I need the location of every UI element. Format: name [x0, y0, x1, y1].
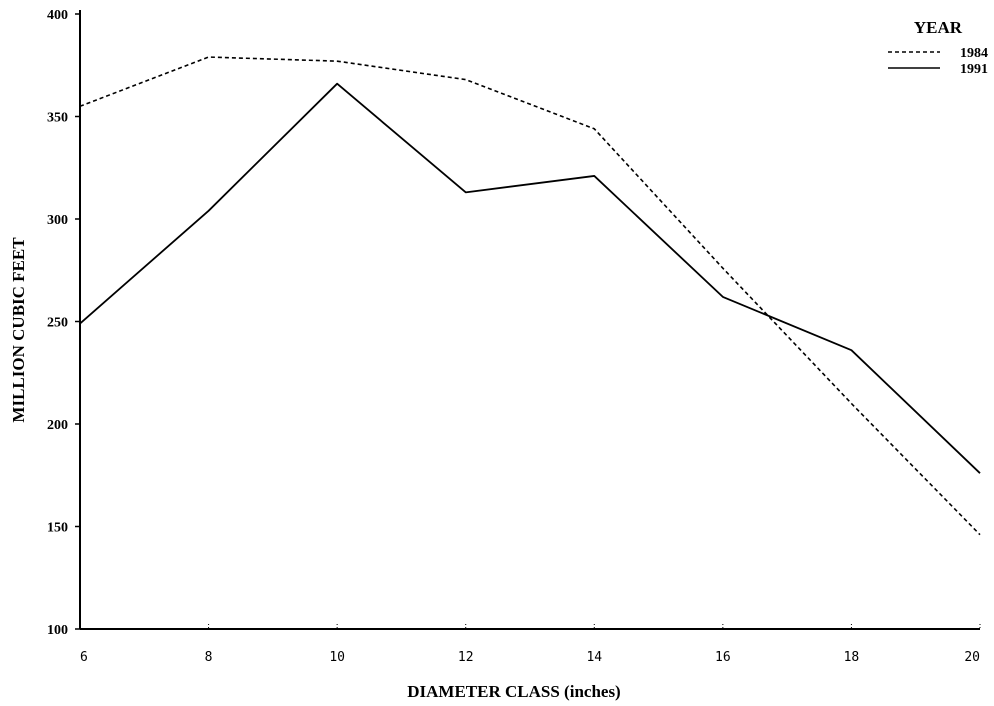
y-tick-label: 300 [47, 213, 68, 228]
series-lines [79, 56, 981, 536]
x-tick-label: 8 [205, 650, 213, 665]
y-tick-label: 350 [47, 111, 68, 126]
x-tick-label: 10 [329, 650, 345, 665]
x-tick-label: 16 [715, 650, 731, 665]
legend-label-1991: 1991 [960, 62, 988, 77]
legend-title: YEAR [914, 18, 963, 37]
x-axis-title: DIAMETER CLASS (inches) [407, 682, 620, 701]
plot-area: 100 150 200 250 300 350 400 6 8 10 12 14 16 18 20 [47, 8, 981, 665]
x-tick-label: 20 [964, 650, 980, 665]
y-tick-label: 100 [47, 623, 68, 638]
y-tick-label: 400 [47, 8, 68, 23]
x-tick-label: 6 [80, 650, 88, 665]
y-axis-ticks: 100 150 200 250 300 350 400 [47, 8, 80, 638]
y-tick-label: 150 [47, 521, 68, 536]
y-tick-label: 200 [47, 418, 68, 433]
legend-label-1984: 1984 [960, 46, 988, 61]
x-tick-label: 12 [458, 650, 474, 665]
x-axis-ticks: 6 8 10 12 14 16 18 20 [79, 624, 981, 665]
y-axis-title: MILLION CUBIC FEET [9, 237, 28, 423]
series-line-1991 [79, 82, 981, 474]
x-tick-label: 14 [586, 650, 602, 665]
x-tick-label: 18 [844, 650, 860, 665]
y-tick-label: 250 [47, 316, 68, 331]
series-line-1984 [79, 56, 981, 536]
